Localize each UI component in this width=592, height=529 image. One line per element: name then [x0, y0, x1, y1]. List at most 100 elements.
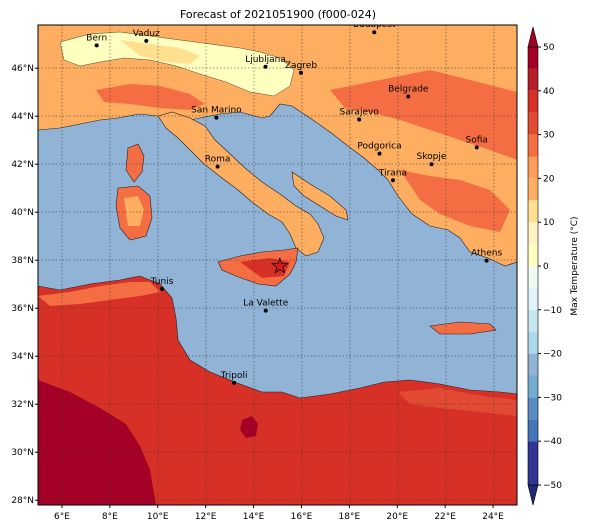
- city-dot: [263, 64, 268, 69]
- city-label: Zagreb: [285, 61, 317, 71]
- city-label: La Valette: [243, 299, 288, 309]
- city-label: Tripoli: [220, 371, 248, 381]
- colorbar-segment: [528, 112, 538, 135]
- graticule: [38, 25, 517, 505]
- lon-tick-label: 20°E: [386, 512, 408, 522]
- alps-cooler: [120, 40, 200, 64]
- lat-tick-label: 32°N: [11, 400, 34, 410]
- city-label: Sarajevo: [340, 108, 380, 118]
- lat-tick-label: 36°N: [11, 304, 34, 314]
- lat-tick-label: 28°N: [11, 496, 34, 506]
- city-dot: [484, 258, 489, 263]
- city-dot: [144, 38, 149, 43]
- colorbar-segment: [528, 397, 538, 420]
- colorbar-segment: [528, 68, 538, 91]
- colorbar-segment: [528, 178, 538, 201]
- colorbar-segment: [528, 331, 538, 354]
- colorbar-tick-label: 10: [543, 218, 555, 228]
- colorbar-tick-label: 20: [543, 174, 555, 184]
- lon-tick-label: 12°E: [195, 512, 217, 522]
- city-label: Ljubljana: [245, 55, 286, 65]
- city-label: Podgorica: [357, 142, 401, 152]
- city-label: Athens: [471, 249, 502, 259]
- lon-tick-label: 18°E: [339, 512, 361, 522]
- lon-tick-label: 10°E: [147, 512, 169, 522]
- lon-tick-label: 24°E: [482, 512, 504, 522]
- colorbar-extend-low: [527, 484, 539, 506]
- colorbar-segment: [528, 200, 538, 223]
- italy-land: [157, 111, 325, 257]
- lon-tick-label: 22°E: [434, 512, 456, 522]
- colorbar-tick-label: −40: [543, 437, 562, 447]
- lon-tick-label: 16°E: [291, 512, 313, 522]
- corsica: [125, 143, 145, 183]
- africa-coast-band: [398, 388, 517, 416]
- colorbar-segment: [528, 244, 538, 266]
- lon-tick-label: 6°E: [54, 512, 70, 522]
- city-dot: [263, 308, 268, 313]
- city-label: Tunis: [150, 277, 174, 287]
- city-dot: [232, 380, 237, 385]
- star-marker-layer: [271, 257, 289, 274]
- lon-tick-label: 14°E: [243, 512, 265, 522]
- crete: [429, 321, 497, 335]
- colorbar-segment: [528, 222, 538, 245]
- sardinia-cool: [124, 196, 144, 226]
- colorbar-tick-label: 50: [543, 43, 555, 53]
- figure-title: Forecast of 2021051900 (f000-024): [180, 8, 376, 21]
- colorbar-tick-label: −30: [543, 393, 562, 403]
- city-label: Bern: [86, 33, 107, 43]
- city-dot: [160, 287, 165, 291]
- colorbar-segment: [528, 134, 538, 157]
- lat-tick-label: 38°N: [11, 256, 34, 266]
- city-dot: [474, 145, 479, 150]
- city-dot: [214, 115, 219, 120]
- city-label: Roma: [205, 155, 231, 165]
- event-star-marker: [271, 257, 289, 274]
- colorbar-segment: [528, 90, 538, 113]
- colorbar-tick-label: 30: [543, 131, 555, 141]
- colorbar-tick-label: −50: [543, 481, 562, 491]
- colorbar-tick-label: −10: [543, 306, 562, 316]
- colorbar: 50 40 30 20 10 0 −10 −20 −30 −40 −50 Max Temperatur…: [527, 26, 580, 506]
- city-label: Skopje: [417, 152, 447, 162]
- colorbar-tick-label: 0: [543, 262, 549, 272]
- city-dot: [357, 117, 362, 122]
- balkans-warm: [330, 70, 517, 160]
- city-dot: [215, 164, 220, 169]
- colorbar-segment: [528, 441, 538, 485]
- africa-hot-zone: [38, 380, 156, 505]
- city-dot: [298, 70, 303, 75]
- po-valley: [96, 84, 205, 110]
- city-dot: [429, 162, 434, 167]
- italy-heel: [291, 171, 349, 221]
- africa-hot-spot: [240, 416, 258, 438]
- city-dot: [390, 178, 395, 183]
- lat-tick-label: 44°N: [11, 112, 34, 122]
- colorbar-segment: [528, 287, 538, 310]
- lat-tick-label: 34°N: [11, 352, 34, 362]
- city-label: Budapest: [353, 20, 396, 30]
- colorbar-tick-label: −20: [543, 350, 562, 360]
- city-label: Belgrade: [388, 85, 429, 95]
- map-axis-ticks: 6°E 8°E 10°E 12°E 14°E 16°E 18°E 20°E 22°E 24°E 28…: [11, 64, 504, 522]
- colorbar-segment: [528, 375, 538, 398]
- colorbar-segment: [528, 309, 538, 332]
- city-dot: [377, 151, 382, 156]
- alps-cool: [59, 31, 295, 97]
- map-frame: [37, 24, 518, 506]
- lat-tick-label: 42°N: [11, 160, 34, 170]
- city-label: Tirana: [378, 168, 407, 178]
- city-label: Sofia: [466, 135, 488, 145]
- city-dot: [372, 30, 377, 35]
- tunisia-warm: [38, 282, 160, 306]
- colorbar-label: Max Temperature (°C): [570, 216, 580, 315]
- lon-tick-label: 8°E: [102, 512, 118, 522]
- colorbar-segment: [528, 266, 538, 288]
- city-dot: [94, 43, 99, 48]
- city-label: San Marino: [191, 106, 242, 116]
- colorbar-segment: [528, 419, 538, 442]
- greece-warm: [400, 170, 510, 232]
- city-label: Vaduz: [133, 29, 160, 39]
